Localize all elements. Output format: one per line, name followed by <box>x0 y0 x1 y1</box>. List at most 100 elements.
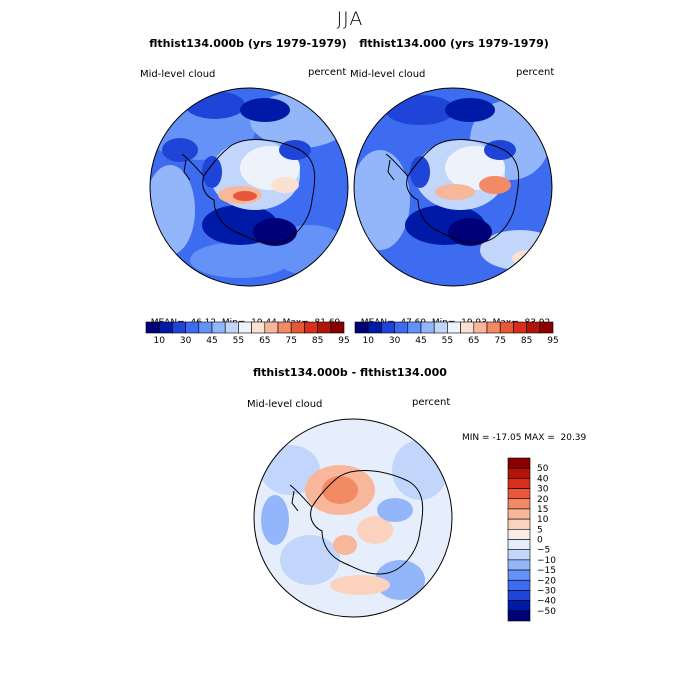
colorbar-2-tick-label: 75 <box>494 336 505 346</box>
colorbar-diff-swatch <box>507 498 531 510</box>
colorbar-1-swatch <box>172 321 186 334</box>
colorbar-diff-swatch <box>507 559 531 571</box>
colorbar-diff-tick-label: 20 <box>537 495 549 505</box>
diff-panel-title: flthist134.000b - flthist134.000 <box>253 366 447 379</box>
colorbar-2-tick-label: 55 <box>442 336 453 346</box>
colorbar-diff-tick-label: 15 <box>537 505 548 515</box>
colorbar-diff-swatch <box>507 488 531 500</box>
colorbar-1-swatch <box>304 321 318 334</box>
panel-1-units: percent <box>308 67 347 78</box>
colorbar-2-swatch <box>381 321 395 334</box>
colorbar-2-swatch <box>460 321 475 334</box>
colorbar-diff-tick-label: 50 <box>537 464 549 474</box>
colorbar-1-swatch <box>290 321 305 334</box>
colorbar-2-tick-label: 10 <box>362 336 374 346</box>
colorbar-1-swatch <box>145 321 160 334</box>
colorbar-1-tick-label: 45 <box>206 336 217 346</box>
panel-2-units: percent <box>516 67 555 78</box>
colorbar-diff-swatch <box>507 539 531 550</box>
colorbar-2-swatch <box>447 321 461 334</box>
colorbar-diff-tick-label: −40 <box>537 597 556 607</box>
map-2-field <box>354 88 552 286</box>
colorbar-1-swatch <box>224 321 239 334</box>
colorbar-2-swatch <box>486 321 501 334</box>
colorbar-2-swatch <box>420 321 435 334</box>
colorbar-2-swatch <box>473 321 488 334</box>
colorbar-1-swatch <box>317 321 332 334</box>
colorbar-1-swatch <box>211 321 226 334</box>
colorbar-diff-tick-label: 10 <box>537 515 549 525</box>
colorbar-diff-swatch <box>507 457 531 469</box>
colorbar-diff-swatch <box>507 518 531 530</box>
panel-2-title: flthist134.000 (yrs 1979-1979) <box>359 37 549 50</box>
colorbar-1-tick-label: 55 <box>233 336 244 346</box>
map-2-coastline <box>406 139 520 244</box>
diff-units: percent <box>412 397 451 408</box>
colorbar-diff-tick-label: −50 <box>537 607 556 617</box>
colorbar-2-tick-label: 65 <box>468 336 479 346</box>
colorbar-diff-swatch <box>507 600 531 612</box>
map-3-coastline <box>310 470 424 575</box>
colorbar-2-swatch <box>367 321 382 334</box>
map-3 <box>253 418 453 618</box>
colorbar-2: 10 30 45 55 65 75 85 95 <box>354 321 559 346</box>
colorbar-1-tick-label: 65 <box>259 336 270 346</box>
colorbar-diff-tick-label: −15 <box>537 566 556 576</box>
colorbar-2-swatch <box>513 321 527 334</box>
colorbar-1-swatch <box>264 321 279 334</box>
colorbar-2-swatch <box>526 321 541 334</box>
colorbar-diff-swatch <box>507 590 531 601</box>
colorbar-diff-swatch <box>507 529 531 540</box>
colorbar-1-tick-label: 75 <box>285 336 296 346</box>
colorbar-diff-swatch <box>507 549 531 561</box>
map-1-border <box>149 87 349 287</box>
colorbar-2-tick-label: 45 <box>415 336 426 346</box>
colorbar-2-tick-label: 95 <box>547 336 558 346</box>
colorbar-diff-swatch <box>507 569 531 581</box>
panel-1-field-label: Mid-level cloud <box>140 69 216 80</box>
panel-2-field-label: Mid-level cloud <box>350 69 426 80</box>
colorbar-2-tick-label: 30 <box>389 336 401 346</box>
map-3-field <box>254 419 452 617</box>
colorbar-2-swatch <box>407 321 422 334</box>
colorbar-2-swatch <box>499 321 514 334</box>
colorbar-diff-swatch <box>507 579 531 591</box>
colorbar-1-tick-label: 85 <box>312 336 323 346</box>
map-1-coastline <box>202 139 316 244</box>
diff-field-label: Mid-level cloud <box>247 399 323 410</box>
colorbar-2-tick-label: 85 <box>521 336 532 346</box>
figure-title: JJA <box>336 8 364 30</box>
colorbar-1-swatch <box>330 321 345 334</box>
map-3-border <box>253 418 453 618</box>
colorbar-1-swatch <box>185 321 200 334</box>
colorbar-diff-tick-label: −5 <box>537 546 550 556</box>
map-2 <box>353 87 553 287</box>
colorbar-diff-tick-label: 0 <box>537 536 543 546</box>
colorbar-2-swatch <box>354 321 369 334</box>
colorbar-diff-swatch <box>507 467 531 479</box>
colorbar-1-swatch <box>277 321 292 334</box>
colorbar-diff-tick-label: −20 <box>537 576 556 586</box>
colorbar-diff-tick-label: −10 <box>537 556 556 566</box>
colorbar-1-swatch <box>198 321 213 334</box>
colorbar-1-tick-label: 30 <box>180 336 192 346</box>
colorbar-diff-tick-label: 5 <box>537 525 543 535</box>
diff-minmax: MIN = -17.05 MAX = 20.39 <box>462 433 587 443</box>
colorbar-diff-tick-label: 30 <box>537 485 549 495</box>
colorbar-2-swatch <box>433 321 448 334</box>
map-1 <box>149 87 349 287</box>
colorbar-2-swatch <box>394 321 409 334</box>
colorbar-diff-swatch <box>507 610 531 622</box>
colorbar-1-swatch <box>251 321 266 334</box>
colorbar-2-swatch <box>539 321 554 334</box>
colorbar-diff-swatch <box>507 478 531 489</box>
colorbar-diff-tick-label: −30 <box>537 586 556 596</box>
colorbar-1-swatch <box>158 321 173 334</box>
map-1-field <box>150 88 348 286</box>
map-2-border <box>353 87 553 287</box>
colorbar-1-tick-label: 10 <box>153 336 165 346</box>
colorbar-diff-tick-label: 40 <box>537 474 549 484</box>
panel-1-title: flthist134.000b (yrs 1979-1979) <box>149 37 347 50</box>
